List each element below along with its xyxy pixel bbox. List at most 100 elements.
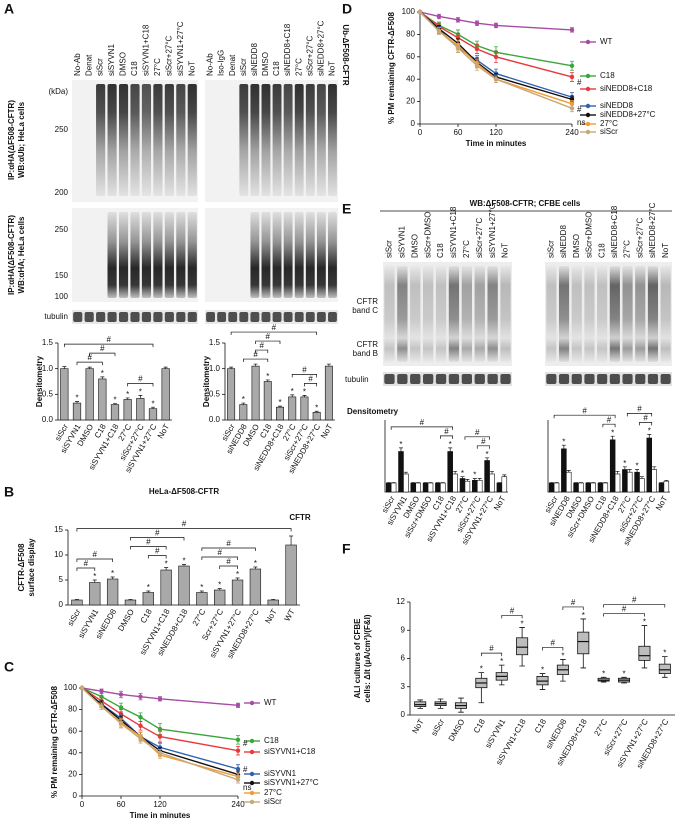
data-point bbox=[569, 106, 575, 111]
blot-band bbox=[305, 84, 315, 196]
y-tick-label: 10 bbox=[54, 550, 63, 559]
error-bar bbox=[217, 588, 222, 590]
significance-bracket bbox=[76, 361, 103, 366]
significance-label: # bbox=[84, 559, 89, 568]
significance-bracket bbox=[603, 613, 645, 617]
data-point bbox=[138, 736, 143, 741]
blot-band bbox=[461, 266, 473, 362]
bar bbox=[403, 473, 409, 493]
blot-band bbox=[250, 312, 260, 322]
whisker bbox=[621, 676, 627, 684]
lane-label: siNEDD8+C18 bbox=[283, 23, 292, 76]
bar bbox=[398, 451, 404, 493]
y-tick-label: 0 bbox=[73, 791, 78, 800]
significance-label: # bbox=[643, 414, 648, 423]
data-point bbox=[493, 77, 499, 82]
significance-label: # bbox=[253, 350, 258, 359]
whisker bbox=[560, 659, 566, 682]
significance-star: * bbox=[151, 399, 154, 408]
y-tick-label: 15 bbox=[54, 525, 63, 534]
lane-label: C18 bbox=[436, 243, 445, 258]
error-bar bbox=[302, 395, 307, 397]
error-bar bbox=[62, 366, 67, 369]
significance-star: * bbox=[291, 387, 294, 396]
significance-star: * bbox=[399, 440, 402, 449]
blot-band bbox=[187, 212, 197, 298]
blot bbox=[205, 80, 338, 202]
bar bbox=[476, 479, 483, 493]
annotation: # bbox=[577, 105, 582, 114]
significance-star: * bbox=[147, 583, 150, 592]
data-point bbox=[235, 748, 241, 753]
y-tick-label: 40 bbox=[406, 74, 415, 83]
lane-label: Denat bbox=[84, 54, 93, 76]
y-tick-label: 9 bbox=[401, 625, 406, 634]
blot-band bbox=[283, 84, 293, 196]
significance-label: # bbox=[217, 548, 222, 557]
error-bar bbox=[652, 466, 657, 470]
x-tick-label: C18 bbox=[472, 717, 487, 735]
annotation: CFTR bbox=[289, 513, 311, 522]
lane-label: siScr bbox=[546, 240, 555, 258]
significance-star: * bbox=[622, 669, 625, 678]
blot-band bbox=[228, 312, 238, 322]
significance-bracket bbox=[76, 558, 113, 562]
significance-bracket bbox=[230, 331, 318, 336]
line bbox=[419, 11, 573, 78]
line bbox=[419, 11, 573, 101]
box bbox=[638, 645, 651, 661]
blot-band bbox=[294, 84, 304, 196]
y-tick-label: 5 bbox=[59, 575, 64, 584]
bar bbox=[440, 482, 446, 493]
blot-band bbox=[294, 312, 304, 322]
bar bbox=[614, 473, 621, 493]
bar bbox=[239, 404, 248, 421]
blot-band bbox=[622, 374, 633, 384]
significance-star: * bbox=[582, 611, 585, 620]
data-point bbox=[455, 17, 461, 23]
y-tick-label: 0.0 bbox=[42, 415, 54, 424]
significance-bracket bbox=[603, 604, 666, 608]
x-tick-label: 120 bbox=[489, 128, 503, 137]
error-bar bbox=[163, 366, 168, 369]
significance-star: * bbox=[561, 652, 564, 661]
bar bbox=[634, 471, 640, 493]
significance-bracket bbox=[63, 343, 154, 348]
y-axis-label: % PM remaining CFTR-ΔF508 bbox=[387, 11, 396, 124]
kda-marker: 100 bbox=[55, 292, 69, 301]
significance-bracket bbox=[390, 426, 453, 430]
blot-band bbox=[283, 212, 293, 298]
blot-band bbox=[206, 312, 215, 322]
significance-label: # bbox=[420, 418, 425, 427]
x-tick-label: 60 bbox=[117, 800, 126, 809]
y-tick-label: 80 bbox=[406, 30, 415, 39]
bar bbox=[148, 408, 158, 421]
significance-star: * bbox=[126, 390, 129, 399]
x-tick-label: NoT bbox=[492, 494, 507, 512]
bar bbox=[72, 402, 82, 421]
bar bbox=[602, 482, 609, 493]
blot-band bbox=[558, 266, 570, 362]
annotation: # bbox=[243, 739, 248, 748]
x-tick-label: WT bbox=[283, 607, 297, 622]
y-axis-label: % PM remaining CFTR-ΔF508 bbox=[50, 685, 59, 798]
error-bar bbox=[110, 576, 115, 579]
blot-band bbox=[328, 84, 337, 196]
chart-title: HeLa-ΔF508-CFTR bbox=[149, 487, 219, 496]
bar bbox=[98, 378, 107, 421]
x-tick-label: 0 bbox=[80, 800, 85, 809]
bar bbox=[410, 482, 417, 493]
blot-band bbox=[141, 312, 152, 322]
blot-band bbox=[305, 212, 315, 298]
y-tick-label: 1.5 bbox=[209, 338, 221, 347]
bar bbox=[231, 579, 244, 606]
blot-band bbox=[448, 266, 460, 362]
panel-label: A bbox=[4, 1, 14, 17]
error-bar bbox=[265, 379, 270, 382]
y-tick-label: 1.0 bbox=[42, 364, 54, 373]
lane-label: 27°C bbox=[153, 58, 162, 76]
x-tick-label: 240 bbox=[231, 800, 245, 809]
error-bar bbox=[453, 470, 458, 474]
significance-star: * bbox=[521, 620, 524, 629]
blot-band bbox=[283, 312, 293, 322]
